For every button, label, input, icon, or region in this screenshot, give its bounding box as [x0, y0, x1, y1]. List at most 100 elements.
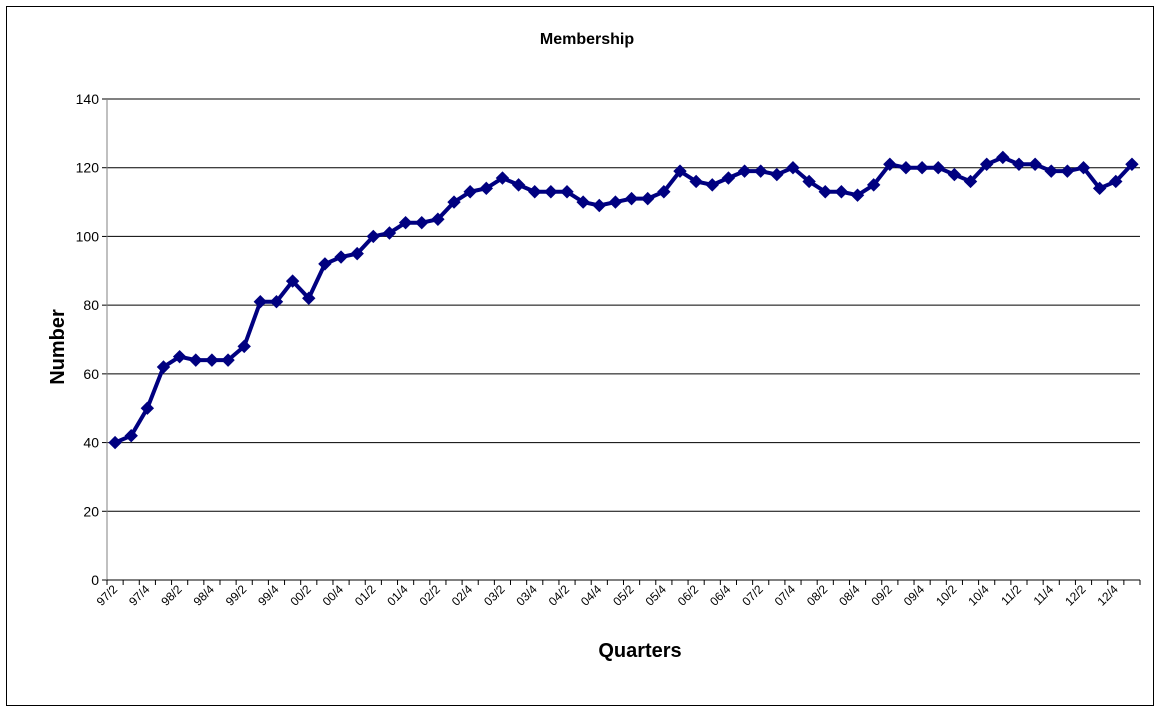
- data-point: [366, 229, 381, 244]
- data-point: [834, 185, 849, 199]
- x-tick-label: 12/4: [1094, 582, 1121, 609]
- x-tick-label: 98/2: [158, 582, 185, 609]
- y-tick-label: 40: [83, 435, 99, 451]
- data-point: [140, 401, 155, 415]
- data-point: [1076, 161, 1091, 175]
- data-point: [1012, 157, 1026, 171]
- y-tick-label: 20: [83, 503, 99, 519]
- x-tick-label: 97/4: [126, 582, 153, 609]
- x-tick-label: 00/2: [287, 582, 314, 609]
- data-point: [479, 181, 494, 196]
- x-tick-label: 00/4: [320, 582, 347, 609]
- data-point: [528, 185, 542, 199]
- data-point: [221, 353, 235, 367]
- data-point: [996, 150, 1010, 165]
- x-tick-label: 02/2: [417, 582, 444, 609]
- y-tick-label: 140: [76, 91, 100, 107]
- data-point: [883, 157, 897, 171]
- data-point: [350, 246, 364, 261]
- data-point: [1060, 164, 1075, 178]
- data-point: [431, 212, 445, 226]
- data-point: [689, 174, 703, 189]
- x-axis-title: Quarters: [598, 640, 681, 662]
- data-point: [866, 178, 881, 192]
- y-axis-title: Number: [47, 309, 69, 385]
- x-tick-label: 11/4: [1031, 582, 1057, 608]
- data-point: [576, 195, 590, 209]
- axes: [102, 98, 1141, 585]
- data-point: [770, 167, 784, 182]
- data-point: [1044, 164, 1058, 178]
- data-point: [705, 178, 719, 192]
- data-point: [253, 295, 268, 309]
- data-point: [447, 195, 461, 209]
- data-point: [463, 185, 477, 199]
- data-point: [802, 174, 816, 189]
- data-point: [415, 215, 429, 230]
- data-point: [269, 295, 284, 309]
- data-point: [1028, 157, 1042, 171]
- data-point: [318, 257, 332, 271]
- data-point: [963, 174, 978, 189]
- x-tick-label: 06/2: [675, 582, 702, 609]
- x-tick-label: 05/4: [643, 582, 670, 609]
- data-point: [172, 349, 187, 364]
- x-tick-label: 10/4: [965, 582, 992, 609]
- data-point: [737, 164, 752, 178]
- data-point: [1109, 174, 1123, 189]
- x-tick-label: 11/2: [998, 582, 1024, 608]
- x-tick-label: 06/4: [707, 582, 734, 609]
- x-tick-label: 01/4: [384, 582, 411, 609]
- data-point: [285, 274, 300, 288]
- x-tick-label: 07/4: [772, 582, 799, 609]
- data-point: [189, 353, 203, 367]
- data-point: [560, 185, 574, 199]
- x-tick-labels: 97/2 97/4 98/2 98/4 99/2 99/4 00/2 00/4 01/2 01/4…: [94, 582, 1121, 609]
- data-point: [721, 171, 736, 185]
- data-point: [334, 250, 348, 264]
- series-line: [114, 155, 1134, 445]
- x-tick-label: 07/2: [739, 582, 766, 609]
- data-point: [382, 226, 397, 240]
- data-point: [1092, 181, 1107, 196]
- membership-line-chart: Membership 0 20 40 60 80 100 120 140 97/2 97/4 98…: [47, 31, 1141, 662]
- data-point: [673, 164, 687, 178]
- y-tick-labels: 0 20 40 60 80 100 120 140: [76, 91, 100, 588]
- data-point: [1125, 157, 1139, 171]
- data-point: [899, 161, 913, 175]
- x-tick-label: 09/4: [901, 582, 928, 609]
- data-point: [124, 428, 138, 443]
- data-point: [818, 185, 832, 199]
- data-point: [753, 164, 768, 178]
- x-tick-label: 04/4: [578, 582, 605, 609]
- y-tick-label: 120: [76, 160, 100, 176]
- x-tick-label: 08/2: [804, 582, 831, 609]
- data-point: [511, 178, 526, 192]
- data-point: [786, 161, 800, 175]
- x-tick-label: 99/4: [255, 582, 282, 609]
- chart-title: Membership: [540, 31, 634, 48]
- data-point: [850, 188, 865, 202]
- x-tick-label: 03/2: [481, 582, 508, 609]
- x-tick-label: 99/2: [223, 582, 250, 609]
- y-tick-label: 0: [91, 572, 99, 588]
- series-membership: [108, 150, 1139, 450]
- chart-frame: Membership 0 20 40 60 80 100 120 140 97/2 97/4 98…: [6, 6, 1154, 706]
- data-point: [657, 185, 671, 199]
- data-point: [495, 171, 510, 185]
- x-tick-label: 04/2: [546, 582, 573, 609]
- x-tick-label: 98/4: [191, 582, 218, 609]
- data-point: [398, 215, 413, 230]
- data-point: [947, 167, 962, 182]
- x-tick-label: 05/2: [610, 582, 637, 609]
- data-point: [979, 157, 994, 171]
- x-tick-label: 03/4: [513, 582, 540, 609]
- x-tick-label: 10/2: [933, 582, 960, 609]
- x-tick-label: 01/2: [352, 582, 379, 609]
- data-point: [302, 291, 316, 305]
- data-point: [608, 195, 623, 209]
- data-point: [205, 353, 219, 367]
- data-point: [544, 185, 558, 199]
- data-point: [915, 161, 929, 175]
- y-tick-label: 80: [83, 297, 99, 313]
